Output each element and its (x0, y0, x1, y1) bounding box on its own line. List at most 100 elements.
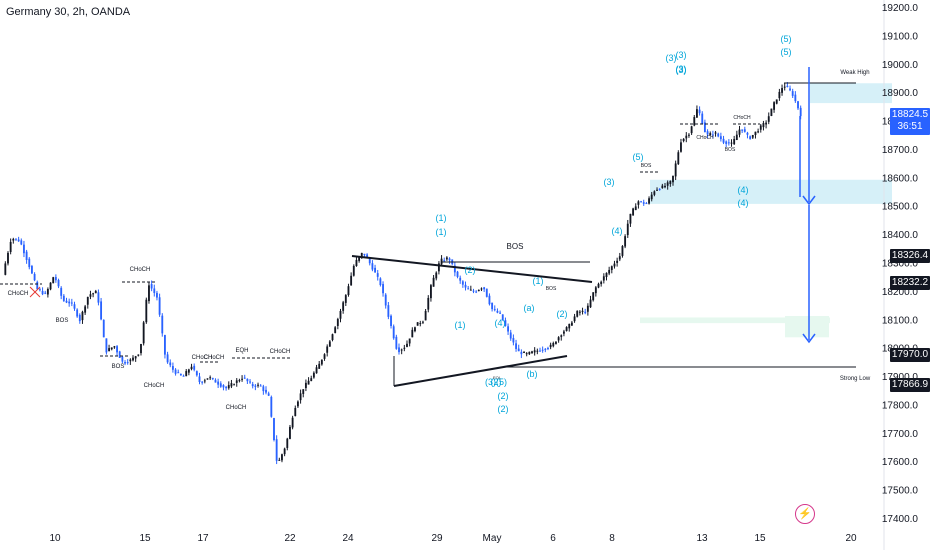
annotation-label: (4) (738, 198, 749, 208)
annotation-label: CHoCH (226, 405, 247, 411)
candle-body (695, 109, 698, 118)
candle-body (363, 253, 366, 256)
candle-body (246, 378, 249, 382)
candle-body (600, 281, 603, 285)
candle-body (235, 380, 238, 383)
candle-body (219, 383, 222, 387)
candle-body (7, 252, 9, 264)
candle-body (469, 289, 472, 291)
candle-body (124, 362, 126, 364)
price-tick-label: 19100.0 (882, 31, 919, 42)
price-tick-label: 18700.0 (882, 145, 919, 156)
candle-body (233, 384, 236, 386)
candle-body (132, 357, 134, 361)
candle-body (778, 91, 781, 99)
candle-body (552, 342, 555, 347)
candle-body (629, 213, 632, 224)
candle-body (108, 348, 111, 351)
candle-body (483, 287, 486, 290)
candle-body (225, 386, 228, 389)
annotation-label: (1) (436, 227, 447, 237)
annotation-label: CHoCH (192, 355, 213, 361)
candle-body (594, 287, 597, 294)
candle-body (161, 315, 164, 334)
candle-body (315, 367, 318, 374)
candle-body (424, 310, 427, 321)
candle-body (371, 263, 374, 270)
annotation-label: CHoCH (204, 355, 225, 361)
candle-body (100, 301, 103, 320)
candle-body (549, 344, 552, 348)
lightning-icon[interactable]: ⚡ (795, 504, 815, 524)
candle-body (259, 385, 262, 387)
candle-body (722, 138, 725, 143)
candle-body (129, 359, 132, 362)
candle-body (46, 289, 49, 295)
candle-body (299, 393, 302, 401)
candle-body (475, 291, 478, 293)
annotation-label: (5) (781, 47, 792, 57)
candle-body (618, 256, 621, 260)
candle-body (429, 285, 432, 299)
candle-body (799, 107, 802, 117)
candle-body (142, 322, 145, 344)
candle-body (390, 315, 392, 326)
candle-body (786, 85, 789, 88)
candle-body (453, 265, 456, 273)
candle-body (334, 327, 337, 333)
candle-body (201, 381, 204, 383)
candle-body (86, 296, 89, 305)
price-tick-label: 18200.0 (882, 287, 919, 298)
time-tick-label: 10 (49, 533, 61, 544)
price-tick-label: 18100.0 (882, 315, 919, 326)
candle-body (97, 292, 100, 303)
candle-body (336, 319, 339, 326)
candle-body (613, 263, 616, 267)
candle-body (642, 202, 645, 204)
candle-body (757, 131, 760, 133)
candle-body (398, 347, 400, 353)
candle-body (238, 380, 241, 382)
candle-body (294, 407, 297, 417)
candle-body (249, 381, 251, 383)
time-tick-label: 24 (342, 533, 354, 544)
candle-body (440, 258, 443, 265)
candle-body (320, 359, 323, 365)
candle-body (28, 258, 31, 268)
candle-body (714, 132, 717, 134)
candle-body (501, 314, 504, 321)
candle-body (743, 129, 746, 132)
annotation-label: BOS (112, 364, 125, 370)
candle-body (733, 138, 736, 145)
candle-body (544, 348, 547, 350)
candle-body (182, 375, 185, 377)
candle-body (586, 305, 589, 312)
annotation-label: (2) (491, 377, 502, 387)
candle-body (198, 376, 201, 382)
candle-body (41, 290, 44, 295)
candle-body (634, 206, 637, 211)
annotation-label: (a) (524, 303, 535, 313)
candle-body (342, 302, 345, 311)
candle-body (148, 285, 150, 302)
candle-body (49, 282, 52, 290)
candle-body (680, 142, 682, 152)
candle-body (57, 279, 60, 287)
time-tick-label: 20 (845, 533, 857, 544)
candle-body (400, 349, 403, 351)
candle-body (602, 276, 605, 281)
candle-body (515, 343, 517, 349)
candle-body (711, 134, 714, 136)
price-tick-label: 19200.0 (882, 3, 919, 14)
candle-body (227, 385, 230, 389)
candle-body (163, 335, 166, 355)
candle-body (331, 334, 334, 341)
candle-body (304, 382, 307, 389)
candle-body (25, 251, 28, 261)
candle-body (525, 353, 528, 355)
candle-body (4, 263, 7, 275)
candle-body (443, 260, 446, 262)
annotation-label: (4) (738, 185, 749, 195)
annotation-label: BOS (546, 286, 557, 292)
